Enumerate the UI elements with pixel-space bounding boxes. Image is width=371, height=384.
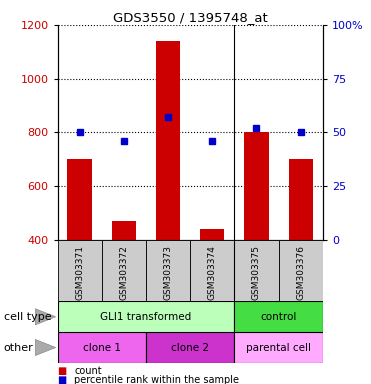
Bar [279, 240, 323, 301]
Text: count: count [74, 366, 102, 376]
Bar [58, 332, 146, 363]
Bar [102, 240, 146, 301]
Bar [234, 240, 279, 301]
Title: GDS3550 / 1395748_at: GDS3550 / 1395748_at [113, 11, 267, 24]
Bar [58, 301, 234, 332]
Text: cell type: cell type [4, 312, 51, 322]
Text: control: control [260, 312, 297, 322]
Text: GSM303372: GSM303372 [119, 245, 128, 300]
Text: GLI1 transformed: GLI1 transformed [100, 312, 191, 322]
Text: ■: ■ [58, 375, 67, 384]
Bar [146, 332, 234, 363]
Text: GSM303373: GSM303373 [164, 245, 173, 300]
Text: GSM303375: GSM303375 [252, 245, 261, 300]
Bar [68, 159, 92, 240]
Bar [112, 221, 136, 240]
Bar [200, 229, 224, 240]
Text: GSM303376: GSM303376 [296, 245, 305, 300]
Bar [190, 240, 234, 301]
Bar [234, 332, 323, 363]
Polygon shape [35, 309, 56, 325]
Text: other: other [4, 343, 33, 353]
Text: clone 1: clone 1 [83, 343, 121, 353]
Text: GSM303371: GSM303371 [75, 245, 84, 300]
Text: ■: ■ [58, 366, 67, 376]
Bar [58, 240, 102, 301]
Text: GSM303374: GSM303374 [208, 245, 217, 300]
Polygon shape [35, 339, 56, 356]
Bar [156, 41, 180, 240]
Bar [244, 132, 269, 240]
Text: percentile rank within the sample: percentile rank within the sample [74, 375, 239, 384]
Text: clone 2: clone 2 [171, 343, 209, 353]
Bar [146, 240, 190, 301]
Text: parental cell: parental cell [246, 343, 311, 353]
Bar [234, 301, 323, 332]
Bar [289, 159, 313, 240]
